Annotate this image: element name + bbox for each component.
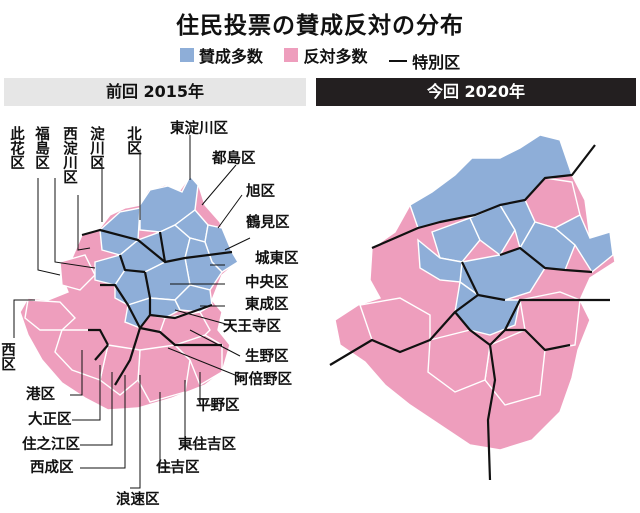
label-tsurumi: 鶴見区 bbox=[246, 213, 290, 231]
legend-special-ward: 特別区 bbox=[389, 49, 460, 73]
map-title: 住民投票の賛成反対の分布 bbox=[176, 13, 464, 39]
label-hirano: 平野区 bbox=[196, 397, 240, 414]
label-konohana: 此花区 bbox=[8, 125, 24, 170]
special-ward-boundaries-2020 bbox=[329, 144, 610, 481]
label-higashiyodogawa: 東淀川区 bbox=[170, 119, 228, 137]
leader-lines-2015 bbox=[13, 135, 251, 489]
label-nishiyodogawa: 西淀川区 bbox=[61, 126, 78, 185]
legend-special-ward-label: 特別区 bbox=[412, 53, 461, 72]
ward-2015-minato-area bbox=[24, 299, 76, 331]
label-nishinari: 西成区 bbox=[30, 458, 74, 476]
label-suminoe: 住之江区 bbox=[22, 435, 80, 453]
legend-oppose: 反対多数 bbox=[284, 43, 368, 67]
ward-2020-fukushima bbox=[417, 238, 463, 283]
map-2020 bbox=[329, 134, 616, 481]
approve-swatch bbox=[179, 48, 194, 62]
ward-2020-yodogawa bbox=[431, 217, 481, 263]
label-abeno: 阿倍野区 bbox=[234, 370, 292, 388]
label-naniwa: 浪速区 bbox=[116, 490, 160, 508]
legend-approve: 賛成多数 bbox=[179, 43, 263, 67]
label-miyakojima: 都島区 bbox=[211, 149, 256, 167]
label-joto: 城東区 bbox=[255, 249, 299, 267]
label-asahi: 旭区 bbox=[245, 182, 275, 200]
legend: 賛成多数 反対多数 特別区 bbox=[0, 43, 640, 73]
special-ward-line bbox=[389, 60, 408, 62]
label-chuo: 中央区 bbox=[245, 273, 289, 291]
label-yodogawa: 淀川区 bbox=[88, 125, 105, 170]
label-ikuno: 生野区 bbox=[245, 347, 289, 365]
map-2015: 此花区 福島区 西淀川区 淀川区 北区 東淀川区 都島区 旭区 鶴見区 城東区 … bbox=[0, 119, 299, 508]
label-higashinari: 東成区 bbox=[245, 295, 289, 313]
legend-oppose-label: 反対多数 bbox=[303, 47, 368, 66]
panel-heading-2020: 今回 2020年 bbox=[316, 78, 636, 106]
label-tennoji: 天王寺区 bbox=[223, 317, 281, 335]
legend-approve-label: 賛成多数 bbox=[198, 47, 263, 66]
label-higashisumiyoshi: 東住吉区 bbox=[178, 435, 236, 453]
label-minato: 港区 bbox=[26, 385, 55, 403]
label-nishi: 西区 bbox=[0, 342, 15, 372]
label-sumiyoshi: 住吉区 bbox=[156, 458, 200, 476]
ward-2020-tsurumi bbox=[553, 214, 614, 274]
panel-heading-2015: 前回 2015年 bbox=[4, 78, 306, 106]
label-kita: 北区 bbox=[125, 126, 141, 156]
special-ward-boundaries-2015 bbox=[81, 228, 233, 386]
oppose-swatch bbox=[284, 48, 299, 62]
label-taisho: 大正区 bbox=[28, 410, 72, 428]
label-fukushima: 福島区 bbox=[33, 125, 50, 170]
